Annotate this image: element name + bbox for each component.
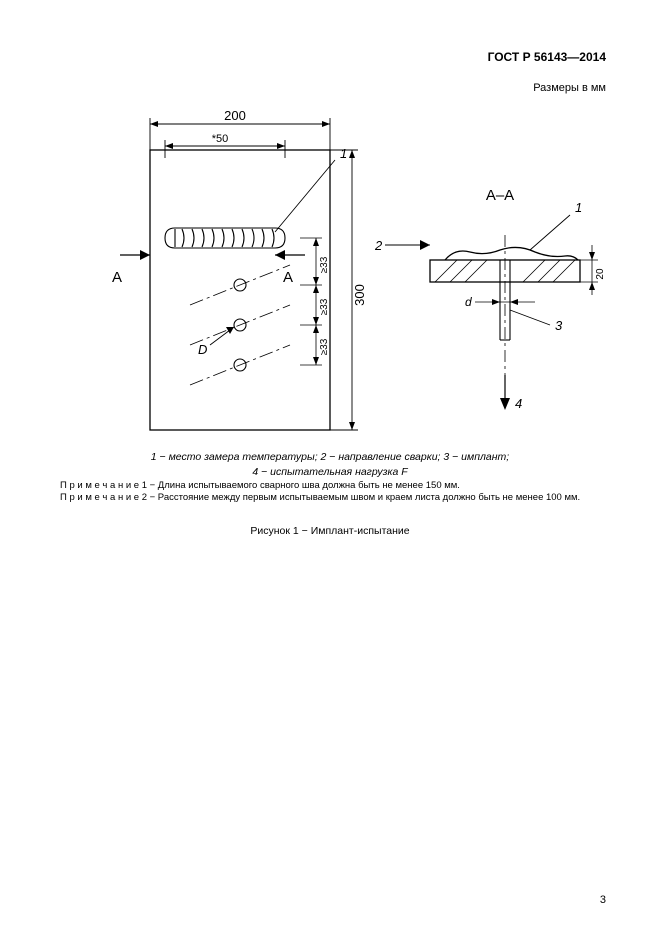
svg-text:200: 200 [224,110,246,123]
svg-text:A: A [283,269,293,286]
svg-text:300: 300 [352,284,367,306]
figure-legend: 1 − место замера температуры; 2 − направ… [60,450,600,479]
svg-text:1: 1 [575,200,582,215]
svg-text:A–A: A–A [486,187,514,204]
svg-text:≥33: ≥33 [319,256,330,273]
units-label: Размеры в мм [533,82,606,94]
figure-notes: П р и м е ч а н и е 1 − Длина испытываем… [60,480,600,505]
figure-caption: Рисунок 1 − Имплант-испытание [60,525,600,537]
svg-text:*50: *50 [212,133,229,145]
svg-text:20: 20 [595,268,606,280]
note-1: П р и м е ч а н и е 1 − Длина испытываем… [60,480,600,492]
note-2: П р и м е ч а н и е 2 − Расстояние между… [60,492,600,504]
svg-text:3: 3 [555,318,563,333]
svg-text:≥33: ≥33 [319,338,330,355]
standard-header: ГОСТ Р 56143—2014 [488,50,606,64]
svg-text:≥33: ≥33 [319,298,330,315]
figure-diagram: 200 *50 [60,110,620,440]
page-number: 3 [600,894,606,906]
svg-text:A: A [112,269,122,286]
svg-text:d: d [465,295,472,309]
svg-text:2: 2 [374,238,383,253]
legend-line1: 1 − место замера температуры; 2 − направ… [151,451,509,463]
legend-line2: 4 − испытательная нагрузка F [252,466,407,478]
svg-text:1: 1 [340,146,347,161]
svg-text:D: D [198,342,207,357]
svg-text:4: 4 [515,396,522,411]
